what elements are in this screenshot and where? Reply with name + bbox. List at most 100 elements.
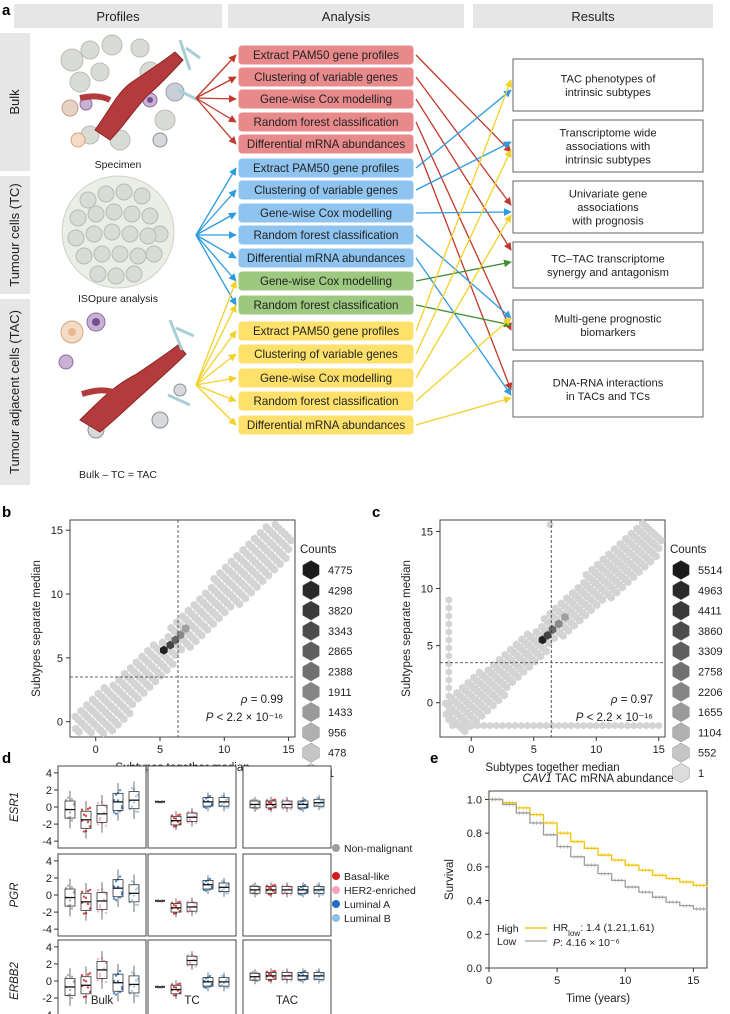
point (64, 886, 68, 890)
legend-hex-1 (672, 580, 690, 601)
point (174, 986, 178, 989)
arrow-green-out-0 (415, 259, 512, 282)
rho-annotation: ρ = 0.97 (610, 694, 653, 706)
point (132, 894, 136, 897)
x-tick-label: 0 (486, 975, 492, 987)
result-box-1 (512, 119, 704, 173)
legend-hex-10 (672, 763, 690, 783)
x-tick-label: 10 (218, 744, 230, 756)
hex-bin (605, 721, 612, 730)
box-panel-PGR-TC (147, 853, 237, 937)
point (220, 974, 224, 978)
y-tick-label: 0.0 (467, 963, 482, 975)
arrow-tac-in-4 (195, 384, 237, 426)
hex-bin (215, 614, 223, 623)
legend-count-2: 4411 (698, 606, 722, 618)
point (136, 810, 140, 814)
point (176, 814, 180, 817)
header-analysis-bg (228, 4, 464, 28)
hex-bin (518, 721, 525, 730)
legend-count-0: 5514 (698, 565, 722, 577)
point (315, 796, 319, 800)
hex-bin (581, 611, 590, 620)
point (134, 810, 138, 813)
hex-bin (134, 694, 142, 703)
hex-bin (613, 588, 621, 597)
point (98, 906, 102, 909)
hex-bin (635, 567, 643, 577)
arrow-tc-in-2 (195, 212, 237, 236)
result-box-2 (512, 180, 704, 234)
tc-box-label-0: Extract PAM50 gene profiles (253, 162, 399, 175)
caption-specimen: Specimen (95, 159, 142, 171)
point (118, 875, 122, 878)
survival-curve-High (489, 798, 708, 888)
y-axis-label: Survival (444, 859, 456, 900)
tc-box-0 (237, 157, 415, 179)
p-annotation: P < 2.2 × 10⁻¹⁶ (576, 712, 654, 724)
point (321, 806, 325, 809)
point (319, 806, 323, 809)
legend-count-0: 4775 (328, 565, 352, 577)
bulk-box-2 (237, 88, 415, 110)
p-annotation: P < 2.2 × 10⁻¹⁶ (206, 712, 284, 724)
hex-bin (198, 631, 206, 640)
bulk-box-label-2: Gene-wise Cox modelling (260, 93, 392, 106)
point (130, 898, 134, 902)
hex-bin (445, 676, 452, 684)
point (178, 813, 182, 816)
point (257, 886, 261, 890)
tc-box-label-2: Gene-wise Cox modelling (260, 207, 392, 220)
point (98, 816, 102, 820)
hex-bin (514, 672, 522, 682)
point (96, 979, 100, 982)
point (134, 994, 138, 997)
legend-count-7: 1433 (328, 707, 352, 719)
hex-bin (114, 720, 122, 729)
arrow-tac-in-1 (195, 353, 237, 386)
x-tick-label: 15 (687, 975, 699, 987)
hex-bin (445, 668, 452, 676)
point (102, 898, 106, 901)
panel-label-a: a (2, 2, 11, 19)
hex-bin (445, 700, 452, 708)
point (186, 900, 190, 903)
legend-count-8: 956 (328, 727, 346, 739)
tac-box-label-3: Random forest classification (254, 395, 399, 408)
box-panel-ESR1-TC (147, 765, 237, 849)
point (130, 805, 134, 808)
hex-bin (599, 721, 606, 730)
point (88, 972, 92, 975)
hex-bin (574, 721, 581, 730)
point (82, 912, 86, 915)
hex-bin (643, 721, 650, 730)
hex-bin (580, 721, 587, 730)
point (220, 880, 224, 883)
panel-label-b: b (2, 504, 11, 521)
row-band-bulk (0, 33, 30, 171)
y-tick-label: 0.8 (467, 828, 482, 840)
point (86, 986, 90, 989)
point (68, 811, 72, 814)
result-label-0-0: TAC phenotypes of (561, 73, 657, 85)
hex-bin (186, 642, 194, 652)
arrow-tac-out-1 (415, 149, 512, 355)
result-label-2-2: with prognosis (571, 216, 644, 228)
bulk-box-label-0: Extract PAM50 gene profiles (253, 49, 399, 62)
point (204, 889, 208, 892)
legend-group-1: Basal-like (344, 871, 390, 883)
point (98, 904, 102, 907)
hex-bin (618, 721, 625, 730)
point (98, 972, 102, 976)
point (283, 976, 287, 979)
arrow-tac-in-3 (195, 384, 237, 403)
hex-bin (284, 545, 293, 554)
legend-hex-8 (302, 722, 320, 743)
arrow-bulk-in-4 (195, 97, 237, 145)
point (188, 961, 192, 964)
point (269, 973, 273, 976)
flow-arrows (195, 54, 513, 426)
legend-hex-0 (672, 560, 690, 580)
point (96, 801, 100, 805)
